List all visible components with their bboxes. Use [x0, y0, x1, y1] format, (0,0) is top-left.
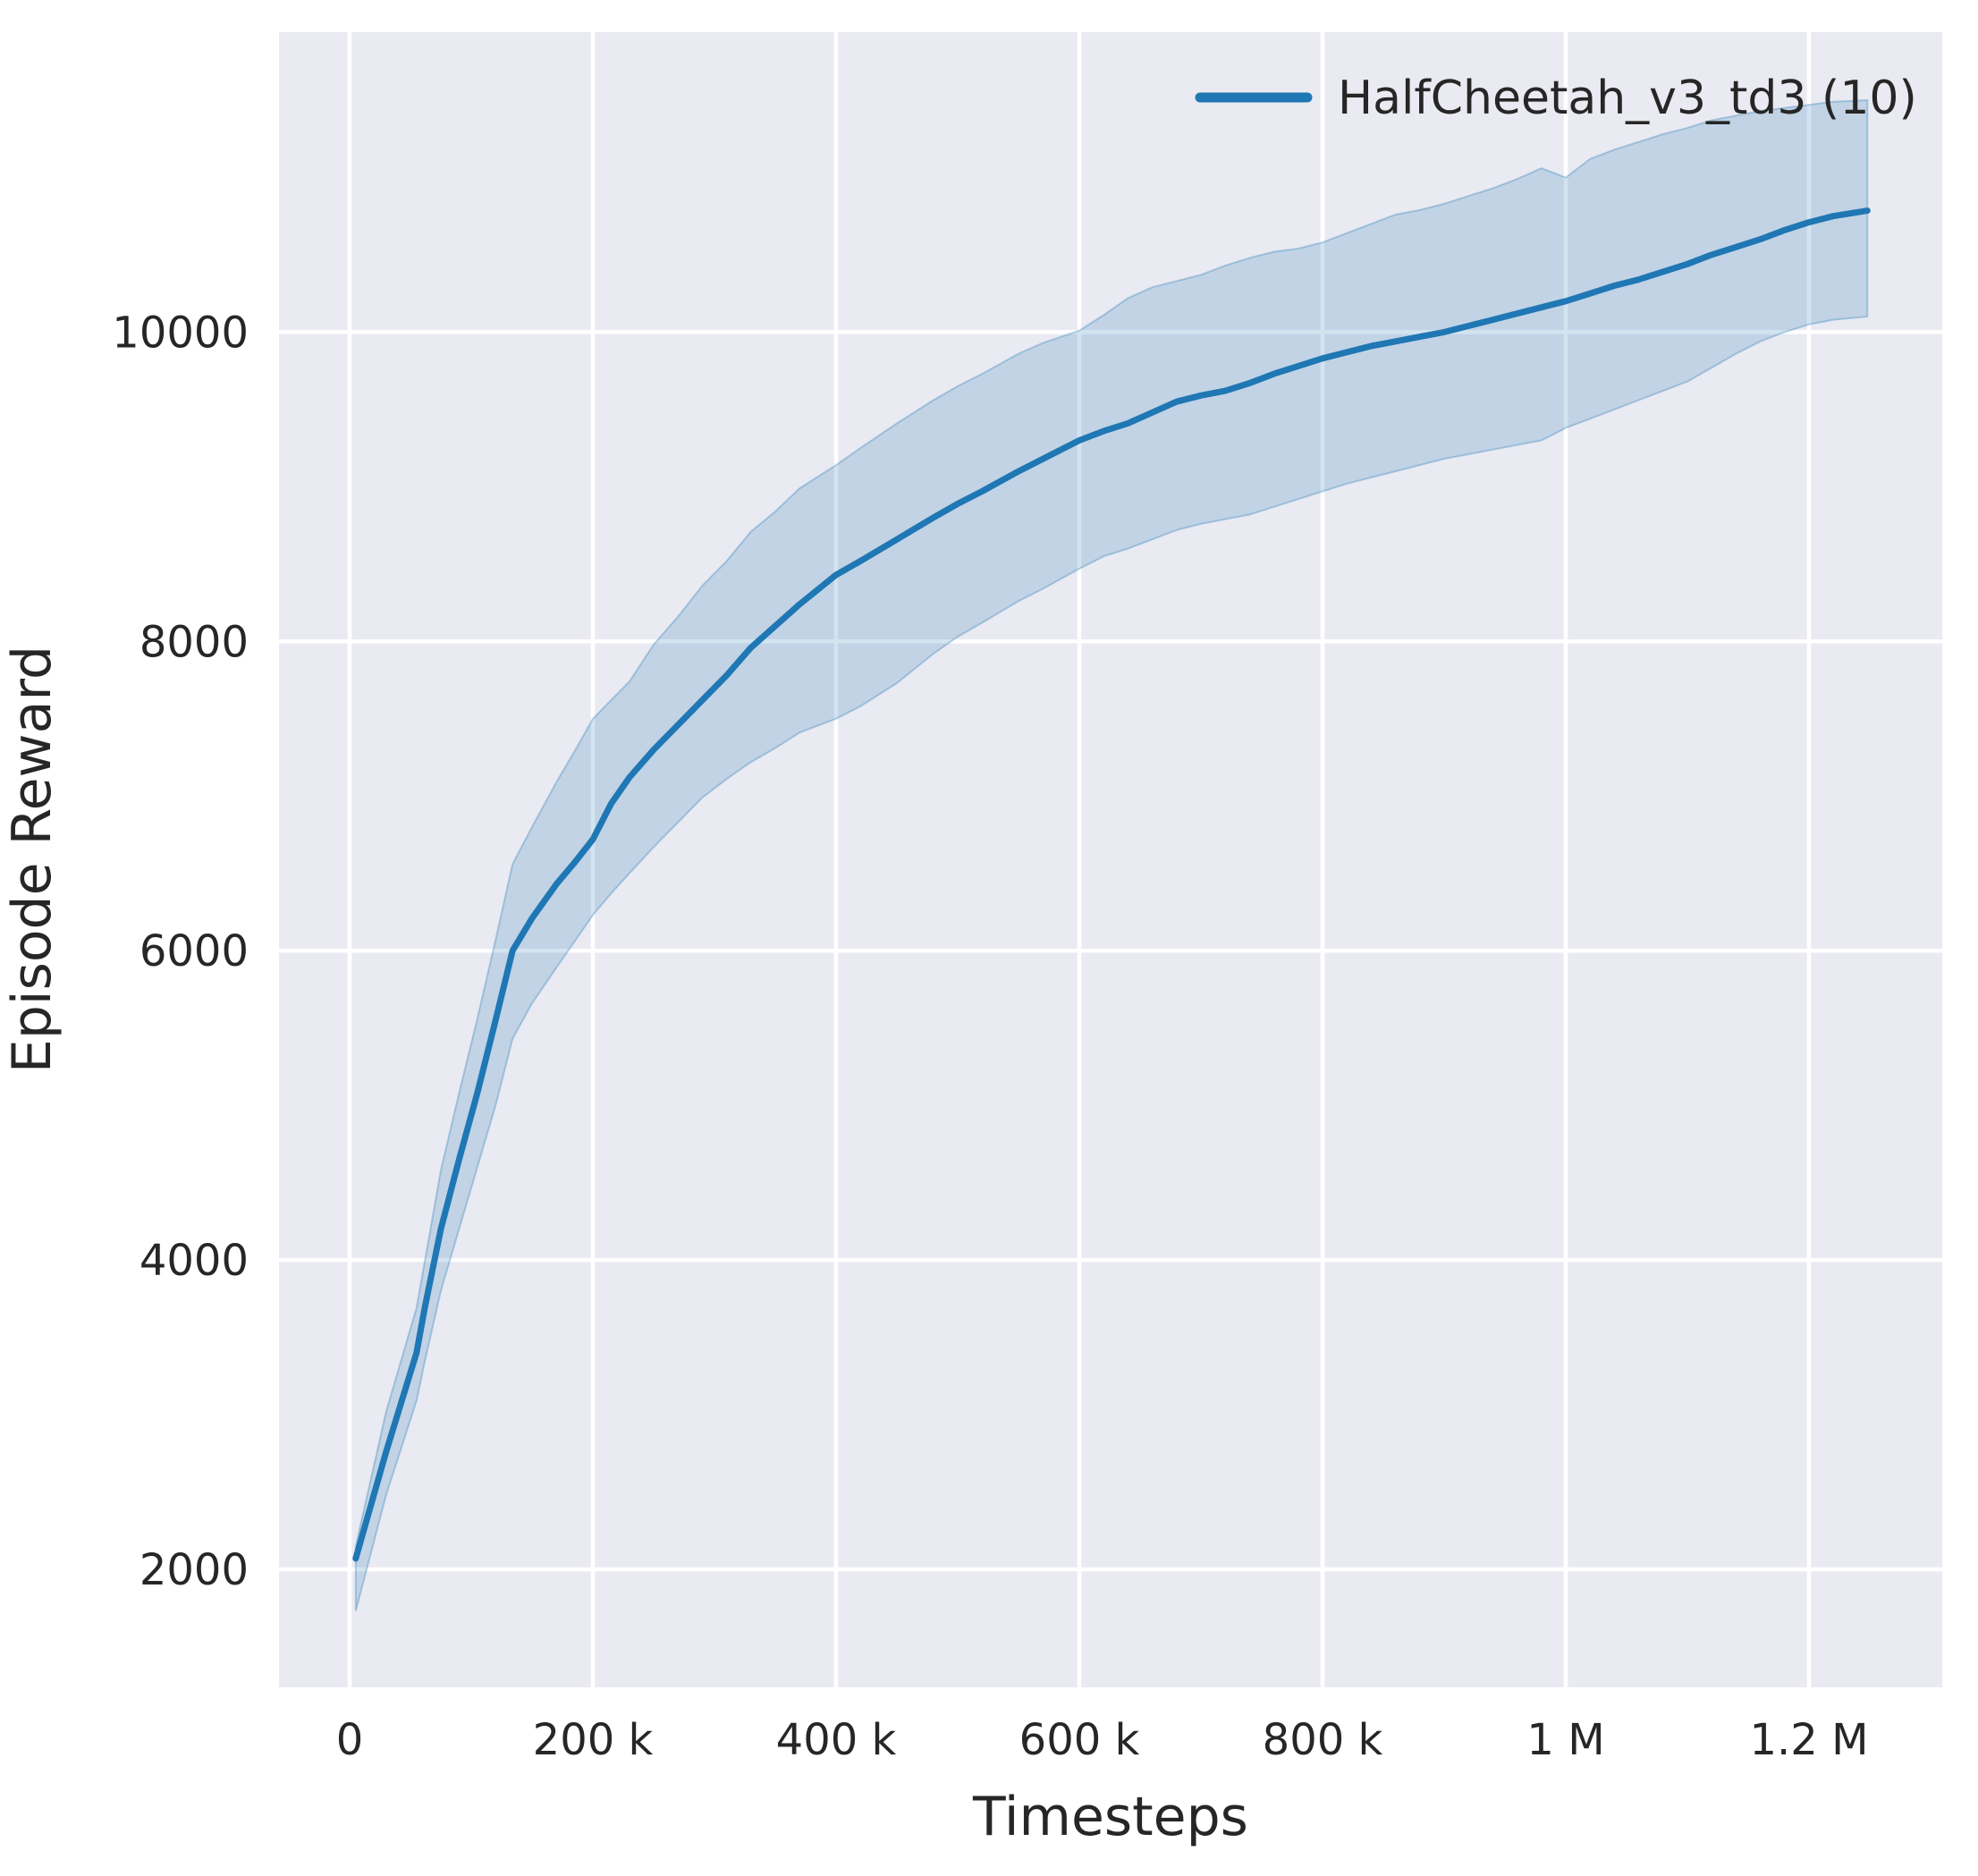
legend: HalfCheetah_v3_td3 (10) — [1195, 72, 1917, 125]
series-line-halfcheetah — [352, 207, 1871, 1562]
x-tick-label: 800 k — [1263, 1715, 1383, 1765]
y-tick-label: 8000 — [139, 617, 249, 667]
y-axis-label: Episode Reward — [1, 646, 63, 1073]
y-tick-label: 10000 — [112, 308, 249, 358]
legend-entry-label: HalfCheetah_v3_td3 (10) — [1338, 72, 1917, 125]
x-tick-label: 400 k — [776, 1715, 897, 1765]
x-tick-label: 600 k — [1019, 1715, 1140, 1765]
x-axis-tick-labels: 0 200 k 400 k 600 k 800 k 1 M 1.2 M — [336, 1715, 1869, 1765]
x-tick-label: 0 — [336, 1715, 364, 1765]
y-tick-label: 6000 — [139, 926, 249, 976]
x-axis-label: Timesteps — [972, 1786, 1248, 1848]
y-tick-label: 2000 — [139, 1545, 249, 1595]
y-axis-tick-labels: 2000 4000 6000 8000 10000 — [112, 308, 249, 1595]
x-tick-label: 200 k — [533, 1715, 654, 1765]
y-tick-label: 4000 — [139, 1236, 249, 1286]
grid-lines — [279, 32, 1942, 1687]
x-tick-label: 1.2 M — [1749, 1715, 1868, 1765]
x-tick-label: 1 M — [1526, 1715, 1604, 1765]
plot-area — [279, 32, 1942, 1687]
